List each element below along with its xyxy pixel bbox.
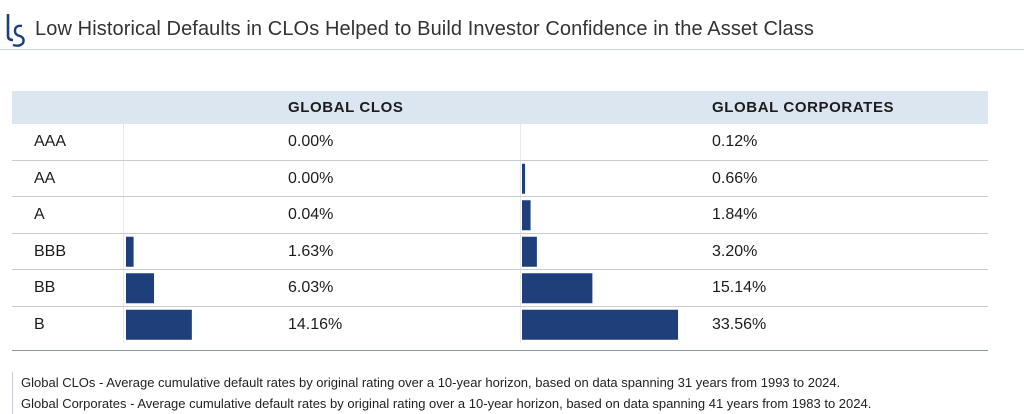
table-header: GLOBAL CLOS GLOBAL CORPORATES — [12, 91, 988, 124]
clo-value-label: 14.16% — [288, 315, 343, 333]
table-row: AAA 0.00% 0.12% — [12, 124, 988, 161]
table-row: BB 6.03% 15.14% — [12, 270, 988, 307]
column-divider — [520, 197, 521, 234]
table-row: AA 0.00% 0.66% — [12, 160, 988, 197]
default-rates-table: GLOBAL CLOS GLOBAL CORPORATES AAA 0.00% 0.… — [12, 91, 988, 343]
table-row: B 14.16% 33.56% — [12, 306, 988, 343]
clo-value-label: 1.63% — [288, 242, 334, 260]
rating-label: BBB — [34, 242, 67, 260]
column-header-global-clos: GLOBAL CLOS — [288, 99, 404, 116]
column-divider — [123, 160, 124, 197]
footnote-clos: Global CLOs - Average cumulative default… — [21, 375, 841, 390]
corporate-value-label: 33.56% — [712, 315, 767, 333]
rating-label: B — [34, 315, 45, 333]
column-divider — [520, 233, 521, 270]
corporate-value-label: 0.12% — [712, 133, 758, 150]
rating-label: AAA — [34, 133, 67, 150]
title-divider — [0, 49, 1024, 50]
corporate-value-label: 15.14% — [712, 279, 767, 296]
column-header-global-corporates: GLOBAL CORPORATES — [712, 99, 895, 116]
column-divider — [520, 124, 521, 161]
rating-label: AA — [34, 169, 56, 187]
footnote-corporates: Global Corporates - Average cumulative d… — [21, 396, 872, 411]
row-separator — [12, 196, 988, 197]
rating-label: BB — [34, 279, 56, 296]
table-row: BBB 1.63% 3.20% — [12, 233, 988, 270]
column-divider — [520, 306, 521, 343]
column-divider — [123, 124, 124, 161]
row-separator — [12, 305, 988, 307]
rating-label: A — [34, 206, 45, 223]
corporate-value-label: 0.66% — [712, 169, 758, 187]
clo-value-label: 0.00% — [288, 133, 334, 150]
page-title: Low Historical Defaults in CLOs Helped t… — [35, 18, 814, 40]
table-body: AAA 0.00% 0.12% AA 0.00% 0.66% A 0.04% 1.84% BBB 1… — [12, 124, 988, 343]
column-divider — [520, 270, 521, 307]
footnotes: Global CLOs - Average cumulative default… — [12, 372, 871, 414]
clo-value-label: 0.04% — [288, 206, 334, 223]
row-separator — [12, 269, 988, 270]
clo-value-label: 6.03% — [288, 279, 334, 296]
column-divider — [123, 197, 124, 234]
column-divider — [520, 160, 521, 197]
column-divider — [123, 270, 124, 307]
row-separator — [12, 232, 988, 234]
table-bottom-rule — [12, 350, 988, 351]
column-divider — [123, 233, 124, 270]
clo-value-label: 0.00% — [288, 169, 334, 187]
column-divider — [123, 306, 124, 343]
table-row: A 0.04% 1.84% — [12, 197, 988, 234]
corporate-value-label: 1.84% — [712, 206, 758, 223]
corporate-value-label: 3.20% — [712, 242, 758, 260]
company-logo — [6, 14, 25, 47]
row-separator — [12, 159, 988, 161]
